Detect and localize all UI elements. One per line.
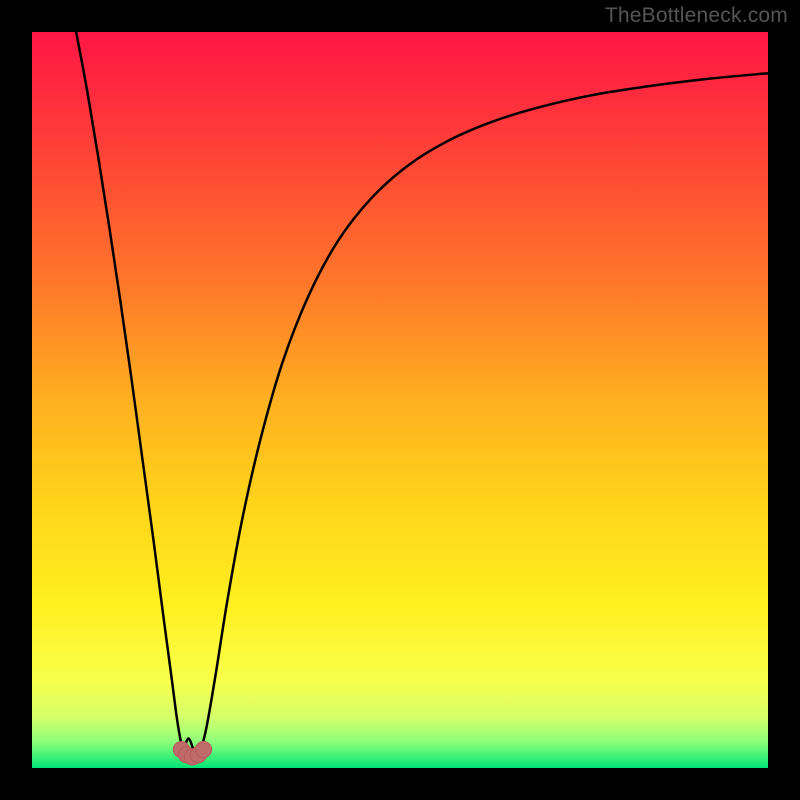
gradient-background xyxy=(32,32,768,768)
bottleneck-chart xyxy=(0,0,800,800)
figure-root: TheBottleneck.com xyxy=(0,0,800,800)
trough-marker xyxy=(195,742,211,758)
